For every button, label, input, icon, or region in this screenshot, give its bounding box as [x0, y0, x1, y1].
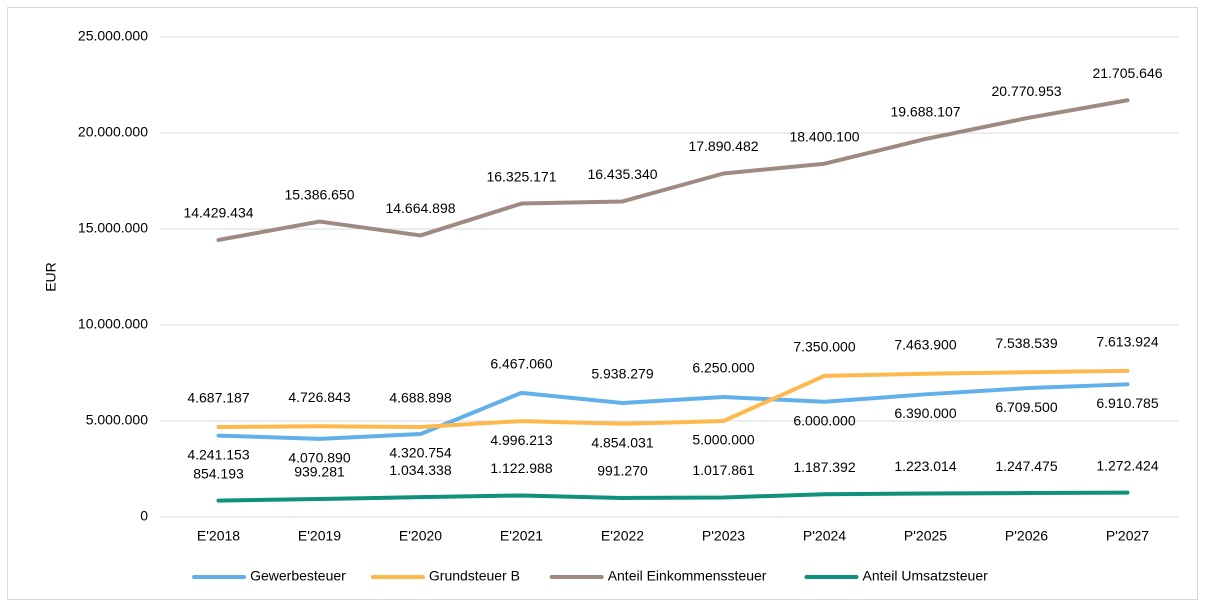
- legend-label: Grundsteuer B: [429, 568, 520, 584]
- series-line: [216, 382, 1130, 441]
- y-tick-label: 0: [140, 508, 148, 524]
- data-label: 15.386.650: [284, 186, 354, 202]
- x-tick-label: P'2023: [702, 528, 745, 544]
- legend-label: Anteil Umsatzsteuer: [863, 568, 989, 584]
- data-label: 6.910.785: [1096, 395, 1158, 411]
- data-label: 18.400.100: [789, 128, 859, 144]
- data-label: 17.890.482: [688, 138, 758, 154]
- data-label: 6.390.000: [894, 405, 956, 421]
- series-line: [216, 98, 1130, 242]
- data-label: 6.467.060: [490, 356, 552, 372]
- data-label: 991.270: [597, 463, 648, 479]
- data-label: 16.325.171: [486, 168, 556, 184]
- data-label: 5.938.279: [591, 366, 653, 382]
- data-label: 4.726.843: [288, 389, 350, 405]
- y-tick-label: 15.000.000: [78, 220, 148, 236]
- x-tick-label: E'2019: [298, 528, 341, 544]
- data-label: 7.538.539: [995, 335, 1057, 351]
- data-label: 4.854.031: [591, 435, 653, 451]
- series-line: [216, 368, 1130, 430]
- y-tick-label: 5.000.000: [86, 412, 148, 428]
- data-label: 4.320.754: [389, 445, 451, 461]
- y-tick-label: 20.000.000: [78, 124, 148, 140]
- x-tick-label: P'2027: [1106, 528, 1149, 544]
- data-label: 19.688.107: [890, 104, 960, 120]
- data-label: 7.613.924: [1096, 334, 1158, 350]
- data-label: 1.034.338: [389, 462, 451, 478]
- data-label: 6.250.000: [692, 360, 754, 376]
- chart-border: [7, 7, 1198, 600]
- data-label: 939.281: [294, 464, 345, 480]
- data-label: 6.709.500: [995, 399, 1057, 415]
- legend-label: Gewerbesteuer: [250, 568, 346, 584]
- x-tick-label: E'2020: [399, 528, 442, 544]
- data-label: 1.017.861: [692, 462, 754, 478]
- data-label: 20.770.953: [991, 83, 1061, 99]
- data-label: 1.187.392: [793, 459, 855, 475]
- data-label: 1.122.988: [490, 460, 552, 476]
- data-label: 4.996.213: [490, 432, 552, 448]
- x-tick-label: P'2026: [1005, 528, 1048, 544]
- data-label: 6.000.000: [793, 413, 855, 429]
- data-label: 1.223.014: [894, 458, 956, 474]
- data-label: 854.193: [193, 465, 244, 481]
- x-tick-label: P'2024: [803, 528, 846, 544]
- data-label: 14.664.898: [385, 200, 455, 216]
- data-label: 16.435.340: [587, 166, 657, 182]
- legend-label: Anteil Einkommenssteuer: [608, 568, 767, 584]
- data-label: 14.429.434: [183, 205, 253, 221]
- data-label: 1.272.424: [1096, 457, 1158, 473]
- data-label: 21.705.646: [1092, 65, 1162, 81]
- data-label: 4.241.153: [187, 446, 249, 462]
- data-label: 4.687.187: [187, 390, 249, 406]
- data-label: 7.463.900: [894, 336, 956, 352]
- series-line: [216, 490, 1130, 503]
- y-axis-label: EUR: [43, 262, 59, 292]
- data-label: 7.350.000: [793, 339, 855, 355]
- data-label: 4.688.898: [389, 390, 451, 406]
- y-tick-label: 10.000.000: [78, 316, 148, 332]
- data-label: 4.070.890: [288, 450, 350, 466]
- x-tick-label: E'2018: [197, 528, 240, 544]
- data-label: 5.000.000: [692, 432, 754, 448]
- data-label: 1.247.475: [995, 458, 1057, 474]
- x-tick-label: E'2021: [500, 528, 543, 544]
- x-tick-label: E'2022: [601, 528, 644, 544]
- y-tick-label: 25.000.000: [78, 28, 148, 44]
- x-tick-label: P'2025: [904, 528, 947, 544]
